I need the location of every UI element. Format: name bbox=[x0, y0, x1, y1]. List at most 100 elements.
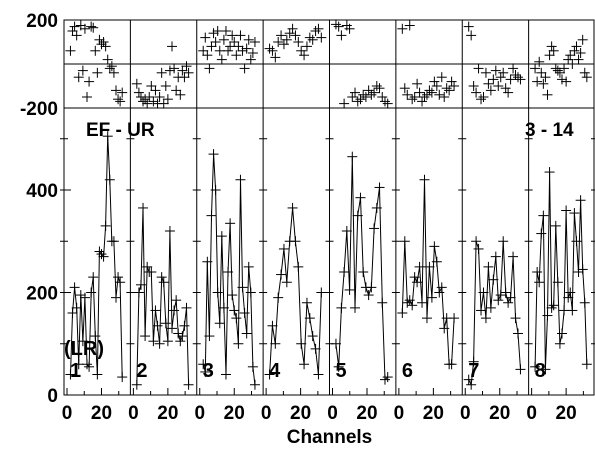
phase-point bbox=[84, 76, 95, 87]
x-tick-label: 20 bbox=[224, 403, 245, 424]
amplitude-point bbox=[508, 251, 519, 262]
phase-point bbox=[333, 21, 344, 32]
phase-point bbox=[419, 92, 430, 102]
phase-point bbox=[270, 52, 281, 63]
amplitude-point bbox=[237, 282, 248, 293]
phase-point bbox=[488, 74, 499, 85]
amplitude-point bbox=[534, 277, 545, 288]
phase-point bbox=[278, 39, 289, 50]
phase-point bbox=[534, 56, 545, 67]
amplitude-point bbox=[150, 305, 161, 316]
amplitude-point bbox=[463, 374, 474, 385]
phase-point bbox=[498, 67, 509, 78]
amplitude-point bbox=[110, 292, 121, 303]
phase-point bbox=[468, 81, 479, 91]
phase-point bbox=[150, 85, 161, 96]
amplitude-point bbox=[498, 236, 509, 247]
amplitude-point bbox=[352, 210, 363, 221]
amplitude-point bbox=[512, 328, 523, 339]
amplitude-point bbox=[532, 267, 543, 277]
amplitude-point bbox=[293, 261, 304, 272]
amplitude-line bbox=[468, 241, 521, 387]
phase-point bbox=[404, 20, 415, 31]
amplitude-point bbox=[550, 220, 561, 231]
phase-point bbox=[167, 41, 178, 52]
phase-point bbox=[446, 76, 457, 87]
amplitude-point bbox=[548, 300, 559, 311]
phase-point bbox=[382, 98, 393, 109]
y-tick-label: 200 bbox=[26, 284, 58, 305]
phase-point bbox=[113, 94, 124, 105]
phase-point bbox=[140, 94, 151, 105]
panel-frames bbox=[63, 19, 595, 396]
panel-6-series bbox=[397, 20, 460, 370]
phase-point bbox=[100, 41, 111, 52]
phase-point bbox=[104, 63, 115, 74]
amplitude-point bbox=[478, 287, 489, 298]
phase-point bbox=[98, 37, 109, 47]
amplitude-point bbox=[554, 338, 565, 349]
amplitude-point bbox=[171, 295, 182, 306]
phase-point bbox=[223, 45, 234, 56]
panel-5-series bbox=[330, 19, 393, 385]
amplitude-point bbox=[71, 302, 82, 313]
amplitude-point bbox=[503, 297, 514, 308]
phase-point bbox=[233, 41, 244, 52]
phase-point bbox=[569, 45, 580, 56]
amplitude-point bbox=[138, 202, 149, 213]
panel-label: 3 bbox=[203, 360, 214, 382]
amplitude-point bbox=[158, 277, 169, 288]
amplitude-point bbox=[421, 313, 432, 324]
x-tick-label: 20 bbox=[290, 403, 311, 424]
phase-point bbox=[144, 92, 155, 102]
phase-point bbox=[220, 26, 231, 36]
amplitude-point bbox=[429, 241, 440, 252]
phase-point bbox=[369, 87, 380, 98]
amplitude-point bbox=[567, 305, 578, 316]
phase-point bbox=[267, 45, 278, 56]
amplitude-point bbox=[133, 287, 144, 298]
phase-point bbox=[96, 39, 107, 50]
amplitude-point bbox=[369, 223, 380, 234]
amplitude-point bbox=[402, 297, 413, 308]
amplitude-point bbox=[220, 369, 231, 380]
phase-point bbox=[542, 89, 553, 100]
phase-point bbox=[235, 30, 246, 41]
amplitude-point bbox=[350, 302, 361, 313]
amplitude-point bbox=[276, 269, 287, 280]
phase-point bbox=[538, 78, 549, 89]
phase-point bbox=[94, 34, 105, 45]
amplitude-point bbox=[579, 297, 590, 308]
amplitude-point bbox=[206, 210, 217, 221]
phase-point bbox=[247, 48, 258, 58]
amplitude-point bbox=[200, 366, 211, 377]
amplitude-point bbox=[540, 364, 551, 375]
phase-point bbox=[77, 65, 88, 76]
phase-point bbox=[229, 37, 240, 47]
panel-3-series bbox=[198, 26, 260, 390]
phase-point bbox=[565, 50, 576, 61]
phase-point bbox=[73, 72, 84, 83]
amplitude-point bbox=[412, 277, 423, 288]
amplitude-point bbox=[355, 192, 366, 203]
amplitude-line bbox=[136, 207, 190, 385]
phase-point bbox=[237, 45, 248, 56]
amplitude-point bbox=[69, 282, 80, 293]
phase-point bbox=[463, 21, 474, 32]
phase-point bbox=[483, 78, 494, 89]
phase-point bbox=[79, 23, 90, 34]
phase-point bbox=[397, 23, 408, 34]
amplitude-point bbox=[556, 328, 567, 339]
phase-point bbox=[573, 54, 584, 65]
phase-point bbox=[92, 67, 103, 78]
top-y-tick-label: 200 bbox=[26, 11, 58, 32]
amplitude-point bbox=[500, 287, 511, 298]
amplitude-point bbox=[273, 292, 284, 303]
series-layer bbox=[65, 19, 592, 390]
phase-point bbox=[546, 41, 557, 52]
panel-label: 4 bbox=[269, 360, 281, 382]
phase-point bbox=[439, 92, 450, 102]
phase-point bbox=[473, 63, 484, 74]
phase-point bbox=[82, 92, 93, 102]
phase-point bbox=[402, 89, 413, 100]
